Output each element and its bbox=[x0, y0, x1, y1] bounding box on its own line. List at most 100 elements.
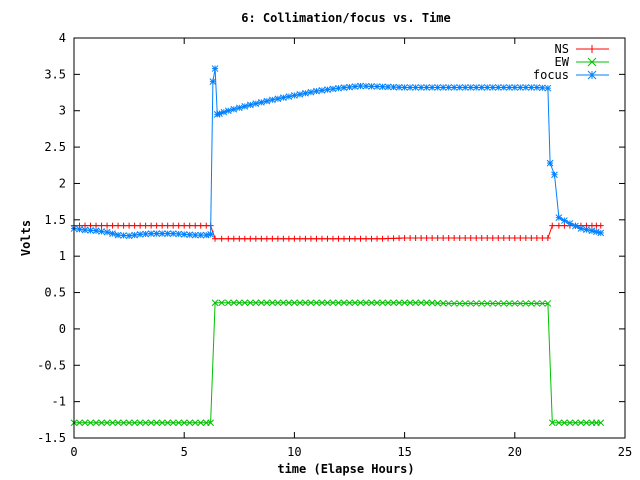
data-point-ew bbox=[158, 419, 166, 427]
data-point-ew bbox=[527, 300, 535, 307]
data-point-focus bbox=[505, 84, 513, 91]
data-point-focus bbox=[555, 214, 563, 221]
data-point-focus bbox=[136, 231, 144, 238]
data-point-ew bbox=[125, 419, 133, 427]
data-point-focus bbox=[516, 84, 524, 91]
data-point-focus bbox=[280, 94, 287, 101]
data-point-ew bbox=[207, 419, 215, 427]
data-point-ew bbox=[114, 419, 122, 427]
y-tick-label: 2 bbox=[59, 176, 66, 190]
data-point-focus bbox=[211, 65, 219, 72]
data-point-ew bbox=[583, 419, 590, 427]
data-point-ns bbox=[324, 235, 331, 242]
data-point-ns bbox=[197, 222, 204, 229]
data-point-ew bbox=[362, 299, 370, 307]
data-point-ns bbox=[539, 235, 546, 241]
data-point-ew bbox=[450, 300, 458, 307]
data-point-ew bbox=[291, 299, 298, 307]
data-point-ns bbox=[401, 235, 408, 241]
data-point-ns bbox=[164, 222, 171, 229]
data-point-focus bbox=[538, 84, 546, 92]
legend-marker-ns bbox=[588, 45, 596, 53]
data-point-focus bbox=[533, 84, 541, 91]
data-point-focus bbox=[324, 86, 331, 93]
data-point-focus bbox=[291, 92, 298, 99]
data-point-focus bbox=[527, 84, 535, 91]
data-point-ns bbox=[181, 222, 188, 229]
data-point-ns bbox=[142, 222, 149, 229]
data-point-focus bbox=[551, 171, 558, 179]
data-point-ew bbox=[505, 300, 513, 307]
data-point-ew bbox=[483, 300, 491, 307]
data-point-ew bbox=[120, 419, 127, 427]
data-point-ns bbox=[296, 235, 303, 242]
data-point-focus bbox=[207, 231, 215, 238]
data-point-ew bbox=[522, 300, 530, 307]
data-point-ew bbox=[136, 419, 144, 427]
data-point-ew bbox=[147, 419, 155, 427]
data-point-focus bbox=[401, 84, 408, 91]
data-point-ns bbox=[225, 235, 232, 242]
data-point-focus bbox=[592, 228, 600, 236]
data-point-focus bbox=[566, 220, 574, 227]
data-point-ns bbox=[318, 235, 325, 242]
data-point-focus bbox=[572, 222, 579, 230]
data-point-focus bbox=[142, 230, 149, 238]
data-point-ns bbox=[473, 235, 480, 241]
data-point-ns bbox=[396, 235, 403, 242]
data-point-focus bbox=[220, 108, 228, 116]
data-point-ns bbox=[263, 235, 270, 242]
data-point-ns bbox=[478, 235, 485, 241]
data-point-ew bbox=[280, 299, 287, 307]
data-point-ns bbox=[302, 235, 309, 242]
data-point-focus bbox=[362, 82, 370, 90]
data-point-focus bbox=[428, 84, 436, 91]
data-point-focus bbox=[546, 159, 554, 167]
data-point-ns bbox=[434, 235, 441, 241]
series-layer bbox=[70, 65, 605, 427]
data-point-focus bbox=[153, 230, 161, 237]
data-point-ew bbox=[439, 299, 447, 307]
data-point-ns bbox=[109, 222, 116, 229]
data-point-focus bbox=[147, 230, 155, 237]
data-point-focus bbox=[379, 83, 386, 91]
data-point-ew bbox=[511, 300, 519, 307]
data-point-ew bbox=[318, 299, 326, 307]
data-point-focus bbox=[98, 228, 105, 235]
data-point-ew bbox=[357, 299, 364, 307]
data-point-focus bbox=[489, 84, 497, 91]
data-point-ns bbox=[495, 235, 502, 241]
data-point-ew bbox=[478, 300, 486, 307]
data-point-ns bbox=[506, 235, 513, 241]
data-point-ew bbox=[335, 299, 342, 307]
data-point-ew bbox=[153, 419, 161, 427]
data-point-ew bbox=[351, 299, 359, 307]
data-point-ew bbox=[169, 419, 177, 427]
data-point-ew bbox=[456, 300, 464, 307]
data-point-ew bbox=[346, 299, 353, 307]
data-point-focus bbox=[335, 84, 342, 92]
data-point-ns bbox=[340, 235, 347, 242]
data-point-ns bbox=[368, 235, 375, 242]
data-point-ns bbox=[192, 222, 199, 229]
data-point-ew bbox=[390, 299, 397, 307]
data-point-ns bbox=[335, 235, 342, 242]
data-point-ew bbox=[445, 300, 453, 307]
data-point-ns bbox=[274, 235, 281, 242]
data-point-ns bbox=[407, 235, 414, 241]
data-point-ew bbox=[175, 419, 183, 427]
data-point-ew bbox=[561, 419, 568, 427]
data-point-ew bbox=[246, 299, 254, 307]
data-point-focus bbox=[522, 84, 530, 91]
y-tick-label: 0 bbox=[59, 322, 66, 336]
data-point-focus bbox=[76, 225, 83, 233]
data-point-focus bbox=[92, 227, 100, 235]
data-point-focus bbox=[125, 232, 133, 240]
data-point-ns bbox=[218, 235, 225, 242]
data-point-focus bbox=[209, 78, 217, 85]
data-point-ew bbox=[395, 299, 403, 307]
data-point-ns bbox=[522, 235, 529, 241]
y-tick-label: -1.5 bbox=[37, 431, 66, 445]
data-point-focus bbox=[461, 84, 469, 91]
